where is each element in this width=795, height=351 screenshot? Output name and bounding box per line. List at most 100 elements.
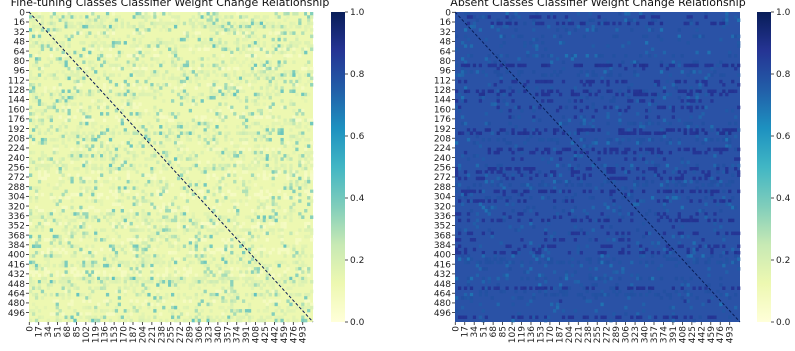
heatmap-cell: [737, 173, 741, 177]
heatmap-cell: [295, 241, 299, 245]
heatmap-cell: [310, 238, 314, 242]
heatmap-cell: [100, 276, 104, 281]
heatmap-cell: [203, 247, 207, 252]
heatmap-cell: [457, 183, 462, 187]
heatmap-cell: [94, 15, 98, 19]
heatmap-cell: [173, 44, 178, 48]
heatmap-cell: [218, 86, 222, 90]
heatmap-cell: [132, 150, 136, 155]
heatmap-cell: [567, 163, 572, 168]
heatmap-cell: [85, 315, 89, 320]
heatmap-cell: [221, 73, 225, 77]
heatmap-cell: [716, 189, 720, 194]
heatmap-cell: [215, 176, 219, 181]
heatmap-cell: [85, 53, 89, 58]
heatmap-cell: [627, 95, 631, 100]
heatmap-cell: [209, 121, 213, 126]
heatmap-cell: [120, 315, 124, 320]
heatmap-cell: [728, 53, 732, 58]
heatmap-cell: [695, 179, 699, 184]
heatmap-cell: [153, 173, 157, 177]
heatmap-cell: [73, 167, 77, 171]
heatmap-cell: [526, 50, 530, 55]
heatmap-cell: [230, 53, 234, 58]
heatmap-cell: [541, 34, 545, 39]
heatmap-cell: [292, 189, 296, 194]
heatmap-cell: [508, 147, 512, 152]
heatmap-cell: [310, 76, 314, 81]
heatmap-cell: [218, 112, 222, 116]
heatmap-cell: [277, 228, 281, 232]
heatmap-cell: [182, 305, 187, 310]
heatmap-cell: [209, 137, 213, 142]
heatmap-cell: [227, 238, 231, 242]
heatmap-cell: [455, 105, 459, 110]
heatmap-cell: [200, 12, 204, 16]
heatmap-cell: [197, 280, 201, 284]
heatmap-cell: [475, 18, 480, 22]
heatmap-cell: [606, 112, 610, 116]
heatmap-cell: [37, 15, 42, 19]
heatmap-cell: [85, 215, 89, 219]
heatmap-cell: [188, 299, 193, 303]
heatmap-cell: [97, 199, 101, 203]
heatmap-cell: [188, 238, 193, 242]
heatmap-cell: [64, 92, 68, 97]
heatmap-cell: [256, 15, 261, 19]
heatmap-cell: [55, 47, 59, 52]
heatmap-cell: [179, 141, 184, 145]
heatmap-cell: [156, 212, 160, 216]
heatmap-cell: [70, 160, 74, 165]
heatmap-cell: [120, 186, 124, 190]
heatmap-cell: [224, 215, 228, 219]
heatmap-cell: [97, 280, 101, 284]
heatmap-cell: [597, 53, 601, 58]
heatmap-cell: [713, 199, 717, 203]
heatmap-cell: [153, 92, 157, 97]
heatmap-cell: [117, 118, 122, 123]
heatmap-cell: [677, 37, 681, 42]
heatmap-cell: [165, 70, 169, 74]
heatmap-cell: [76, 125, 80, 129]
heatmap-cell: [135, 283, 139, 287]
heatmap-cell: [34, 228, 39, 232]
heatmap-cell: [55, 147, 59, 152]
y-tick-label: 64: [14, 47, 26, 57]
heatmap-cell: [630, 196, 634, 200]
heatmap-cell: [200, 280, 204, 284]
heatmap-cell: [185, 131, 190, 136]
heatmap-cell: [94, 208, 98, 213]
heatmap-cell: [618, 131, 622, 136]
heatmap-cell: [61, 70, 65, 74]
heatmap-cell: [114, 305, 119, 310]
heatmap-cell: [253, 21, 258, 26]
heatmap-cell: [298, 212, 302, 216]
heatmap-cell: [668, 92, 673, 97]
y-tick-label: 112: [8, 76, 25, 86]
heatmap-cell: [230, 83, 234, 87]
heatmap-cell: [73, 286, 77, 291]
heatmap-cell: [698, 89, 702, 94]
heatmap-cell: [734, 128, 738, 132]
heatmap-cell: [280, 228, 284, 232]
heatmap-cell: [268, 315, 272, 320]
heatmap-cell: [558, 215, 563, 219]
heatmap-cell: [197, 137, 201, 142]
heatmap-cell: [573, 105, 578, 110]
heatmap-cell: [88, 312, 92, 316]
heatmap-cell: [466, 218, 471, 223]
heatmap-cell: [233, 170, 237, 174]
heatmap-cell: [656, 79, 661, 84]
heatmap-cell: [176, 154, 181, 158]
heatmap-cell: [105, 141, 110, 145]
heatmap-cell: [499, 89, 503, 94]
heatmap-cell: [250, 263, 255, 268]
heatmap-cell: [591, 18, 595, 22]
heatmap-cell: [704, 76, 708, 81]
heatmap-cell: [138, 228, 142, 232]
heatmap-cell: [70, 234, 74, 239]
heatmap-cell: [215, 12, 219, 16]
x-tick-label: 238: [157, 326, 167, 343]
heatmap-cell: [117, 15, 122, 19]
heatmap-cell: [46, 63, 51, 68]
